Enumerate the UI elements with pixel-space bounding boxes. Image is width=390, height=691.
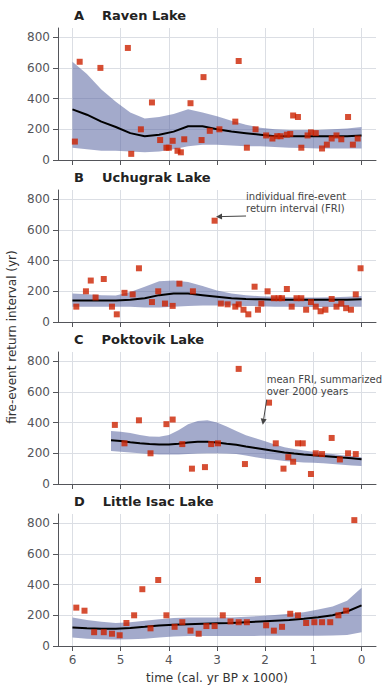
svg-text:600: 600 [27, 385, 50, 399]
svg-text:individual fire-event: individual fire-event [246, 191, 346, 202]
svg-text:200: 200 [27, 608, 50, 622]
svg-text:0: 0 [42, 315, 50, 329]
svg-text:0: 0 [42, 639, 50, 653]
svg-text:0: 0 [42, 153, 50, 167]
svg-text:400: 400 [27, 416, 50, 430]
svg-text:600: 600 [27, 223, 50, 237]
svg-text:over 2000 years: over 2000 years [267, 386, 349, 397]
svg-text:800: 800 [27, 354, 50, 368]
svg-text:mean FRI, summarized: mean FRI, summarized [267, 374, 382, 385]
svg-text:1: 1 [310, 653, 318, 667]
svg-text:D Little Isac Lake: D Little Isac Lake [74, 494, 214, 509]
svg-text:600: 600 [27, 61, 50, 75]
svg-text:4: 4 [165, 653, 173, 667]
svg-text:200: 200 [27, 122, 50, 136]
svg-text:800: 800 [27, 516, 50, 530]
svg-text:400: 400 [27, 254, 50, 268]
svg-text:3: 3 [213, 653, 221, 667]
svg-text:600: 600 [27, 547, 50, 561]
svg-text:A Raven Lake: A Raven Lake [74, 8, 186, 23]
svg-text:400: 400 [27, 578, 50, 592]
svg-text:200: 200 [27, 446, 50, 460]
svg-text:6: 6 [69, 653, 77, 667]
svg-text:C Poktovik Lake: C Poktovik Lake [74, 332, 204, 347]
svg-text:2: 2 [261, 653, 269, 667]
svg-text:200: 200 [27, 284, 50, 298]
svg-text:time (cal. yr BP x 1000): time (cal. yr BP x 1000) [146, 671, 288, 685]
svg-text:800: 800 [27, 30, 50, 44]
svg-text:800: 800 [27, 192, 50, 206]
svg-text:0: 0 [358, 653, 366, 667]
svg-text:400: 400 [27, 92, 50, 106]
svg-text:0: 0 [42, 477, 50, 491]
svg-text:fire-event return interval (yr: fire-event return interval (yr) [5, 250, 19, 423]
svg-text:5: 5 [117, 653, 125, 667]
svg-text:return interval (FRI): return interval (FRI) [246, 203, 345, 214]
svg-text:B Uchugrak Lake: B Uchugrak Lake [74, 170, 211, 185]
